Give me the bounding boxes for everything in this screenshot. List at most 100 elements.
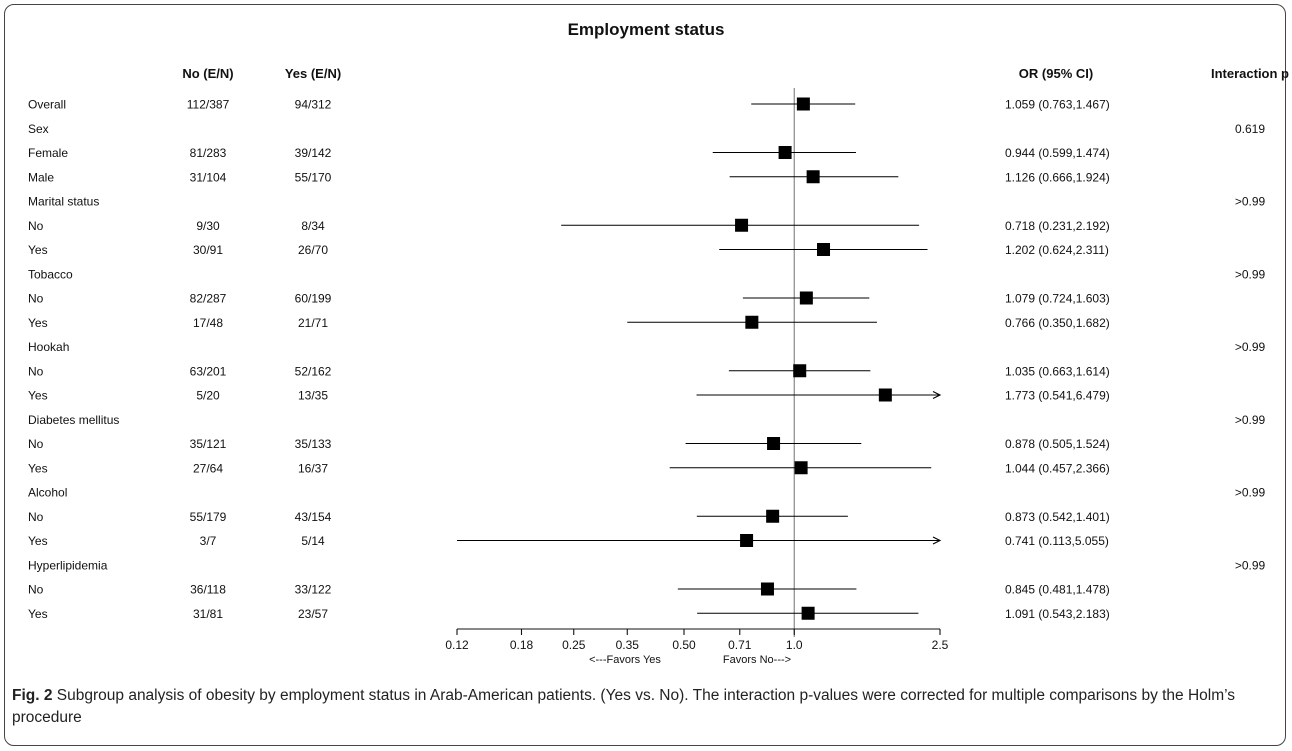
interaction-p-value: 0.619 xyxy=(1235,122,1265,136)
odds-ratio-text: 0.845 (0.481,1.478) xyxy=(1005,583,1110,597)
row-label: Overall xyxy=(28,98,66,112)
row-label: No xyxy=(28,437,44,451)
odds-ratio-text: 1.044 (0.457,2.366) xyxy=(1005,461,1110,475)
row-label: No xyxy=(28,292,44,306)
odds-ratio-text: 1.035 (0.663,1.614) xyxy=(1005,364,1110,378)
no-count: 55/179 xyxy=(190,510,227,524)
no-count: 31/104 xyxy=(190,170,227,184)
yes-count: 26/70 xyxy=(298,243,328,257)
yes-count: 16/37 xyxy=(298,461,328,475)
caption-text: Subgroup analysis of obesity by employme… xyxy=(12,687,1236,726)
no-count: 5/20 xyxy=(196,389,220,403)
subgroup-header: Diabetes mellitus xyxy=(28,413,119,427)
yes-count: 55/170 xyxy=(295,170,332,184)
row-label: Yes xyxy=(28,389,48,403)
row-label: No xyxy=(28,364,44,378)
yes-count: 13/35 xyxy=(298,389,328,403)
point-estimate-marker xyxy=(793,364,807,378)
point-estimate-marker xyxy=(878,388,892,402)
odds-ratio-text: 1.091 (0.543,2.183) xyxy=(1005,607,1110,621)
yes-count: 33/122 xyxy=(295,583,332,597)
row-label: Male xyxy=(28,170,54,184)
odds-ratio-text: 1.773 (0.541,6.479) xyxy=(1005,389,1110,403)
yes-count: 39/142 xyxy=(295,146,332,160)
row-label: No xyxy=(28,583,44,597)
yes-count: 5/14 xyxy=(301,534,325,548)
figure-caption: Fig. 2 Subgroup analysis of obesity by e… xyxy=(12,685,1277,729)
odds-ratio-text: 0.741 (0.113,5.055) xyxy=(1005,534,1109,548)
point-estimate-marker xyxy=(767,437,781,450)
x-axis-tick-label: 0.35 xyxy=(616,638,640,652)
interaction-p-value: >0.99 xyxy=(1235,486,1266,500)
x-axis-tick-label: 0.71 xyxy=(728,638,752,652)
yes-count: 35/133 xyxy=(295,437,332,451)
row-label: Yes xyxy=(28,316,48,330)
point-estimate-marker xyxy=(766,509,780,523)
x-axis-tick-label: 1.0 xyxy=(786,638,803,652)
no-count: 63/201 xyxy=(190,364,227,378)
no-count: 9/30 xyxy=(196,219,220,233)
ci-arrow xyxy=(932,391,942,399)
chart-title: Employment status xyxy=(568,20,725,39)
subgroup-header: Tobacco xyxy=(28,267,73,281)
interaction-p-value: >0.99 xyxy=(1235,558,1266,572)
odds-ratio-text: 1.059 (0.763,1.467) xyxy=(1005,98,1110,112)
point-estimate-marker xyxy=(740,534,754,547)
row-label: No xyxy=(28,219,44,233)
point-estimate-marker xyxy=(796,97,810,111)
point-estimate-marker xyxy=(799,291,813,305)
row-label: Female xyxy=(28,146,68,160)
subgroup-header: Hookah xyxy=(28,340,69,354)
x-axis-tick-label: 0.50 xyxy=(672,638,696,652)
no-count: 112/387 xyxy=(187,98,230,112)
no-count: 3/7 xyxy=(200,534,217,548)
yes-count: 52/162 xyxy=(295,364,332,378)
no-count: 31/81 xyxy=(193,607,223,621)
subgroup-header: Marital status xyxy=(28,195,99,209)
point-estimate-marker xyxy=(745,315,759,329)
x-axis-tick-label: 0.18 xyxy=(510,638,534,652)
point-estimate-marker xyxy=(778,146,792,159)
point-estimate-marker xyxy=(760,582,774,596)
no-count: 30/91 xyxy=(193,243,223,257)
yes-count: 21/71 xyxy=(298,316,328,330)
x-axis-tick-label: 0.12 xyxy=(445,638,469,652)
no-count: 82/287 xyxy=(190,292,227,306)
yes-count: 94/312 xyxy=(295,98,332,112)
figure-frame xyxy=(4,4,1286,746)
yes-count: 43/154 xyxy=(295,510,332,524)
interaction-p-value: >0.99 xyxy=(1235,340,1266,354)
column-header-yes: Yes (E/N) xyxy=(285,66,341,81)
yes-count: 23/57 xyxy=(298,607,328,621)
no-count: 27/64 xyxy=(193,461,223,475)
caption-label: Fig. 2 xyxy=(12,687,53,704)
column-header-interaction-p: Interaction p xyxy=(1211,66,1289,81)
interaction-p-value: >0.99 xyxy=(1235,267,1266,281)
odds-ratio-text: 0.878 (0.505,1.524) xyxy=(1005,437,1110,451)
no-count: 17/48 xyxy=(193,316,223,330)
row-label: Yes xyxy=(28,243,48,257)
row-label: No xyxy=(28,510,44,524)
no-count: 36/118 xyxy=(190,583,226,597)
subgroup-header: Alcohol xyxy=(28,486,67,500)
favors-no-label: Favors No---> xyxy=(723,654,791,666)
yes-count: 8/34 xyxy=(301,219,325,233)
x-axis-tick-label: 0.25 xyxy=(562,638,586,652)
forest-plot: Employment status No (E/N) Yes (E/N) OR (95… xyxy=(28,20,1289,666)
row-label: Yes xyxy=(28,534,48,548)
point-estimate-marker xyxy=(806,170,820,184)
odds-ratio-text: 1.079 (0.724,1.603) xyxy=(1005,292,1110,306)
point-estimate-marker xyxy=(817,243,831,256)
favors-yes-label: <---Favors Yes xyxy=(589,654,661,666)
row-label: Yes xyxy=(28,607,48,621)
column-header-or: OR (95% CI) xyxy=(1019,66,1093,81)
ci-arrow xyxy=(932,536,942,545)
point-estimate-marker xyxy=(794,461,808,475)
point-estimate-marker xyxy=(801,606,815,620)
row-label: Yes xyxy=(28,461,48,475)
odds-ratio-text: 1.126 (0.666,1.924) xyxy=(1005,170,1110,184)
subgroup-header: Sex xyxy=(28,122,49,136)
interaction-p-value: >0.99 xyxy=(1235,413,1266,427)
odds-ratio-text: 0.944 (0.599,1.474) xyxy=(1005,146,1110,160)
odds-ratio-text: 0.718 (0.231,2.192) xyxy=(1005,219,1110,233)
